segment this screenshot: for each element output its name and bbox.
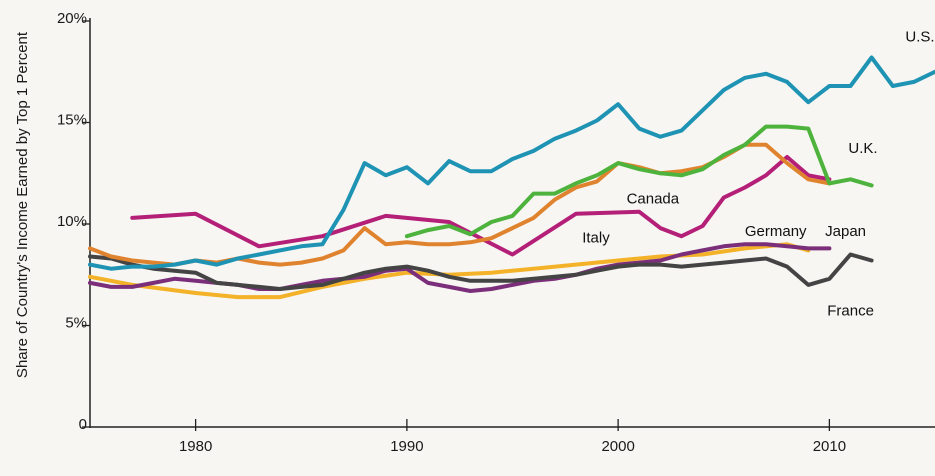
series-labels: U.S. U.K. Canada Germany Japan Italy France (582, 28, 934, 319)
series-label-germany: Germany (745, 223, 807, 240)
series-lines (88, 55, 935, 300)
series-line-italy (88, 242, 811, 300)
y-axis-ticks: 0 5% 10% 15% 20% (57, 10, 90, 433)
y-tick-label: 20% (57, 10, 87, 27)
x-tick-label: 2000 (601, 438, 634, 455)
series-label-japan: Japan (825, 223, 866, 240)
series-label-italy: Italy (582, 229, 610, 246)
x-tick-label: 1990 (390, 438, 423, 455)
x-axis-ticks: 1980 1990 2000 2010 (179, 419, 846, 455)
y-tick-label: 5% (65, 315, 87, 332)
x-tick-label: 2010 (813, 438, 846, 455)
series-line-france (88, 252, 874, 291)
y-tick-label: 0 (79, 416, 87, 433)
series-line-u-s (88, 55, 935, 271)
x-tick-label: 1980 (179, 438, 212, 455)
y-tick-label: 10% (57, 213, 87, 230)
series-label-france: France (827, 302, 874, 319)
series-label-u-s: U.S. (905, 28, 934, 45)
series-label-u-k: U.K. (848, 140, 877, 157)
y-axis-title: Share of Country's Income Earned by Top … (14, 31, 31, 378)
y-tick-label: 15% (57, 112, 87, 129)
series-label-canada: Canada (627, 191, 680, 208)
series-line-germany (130, 155, 832, 257)
series-line-u-k (404, 124, 874, 239)
